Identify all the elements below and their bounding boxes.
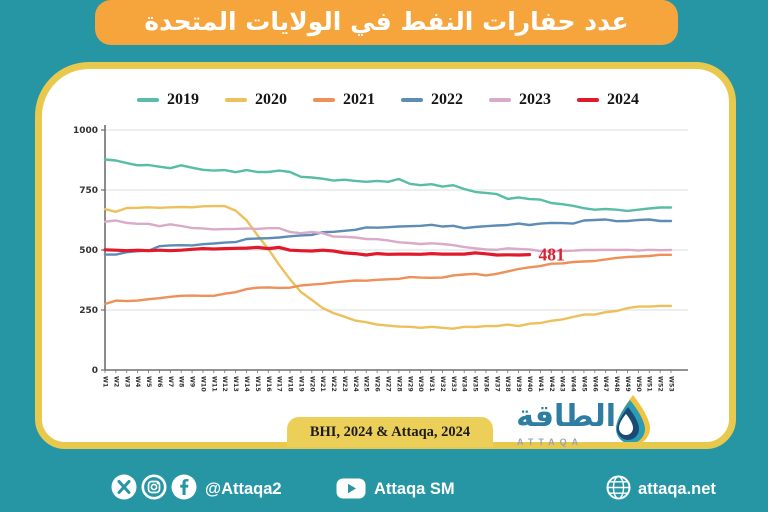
legend-swatch-2024 <box>577 98 599 102</box>
source-label: BHI, 2024 & Attaqa, 2024 <box>309 423 471 440</box>
legend-swatch-2023 <box>489 98 511 102</box>
legend-label: 2021 <box>343 91 375 108</box>
logo-droplet-icon <box>616 395 650 442</box>
website-url: attaqa.net <box>638 480 716 498</box>
source-chip: BHI, 2024 & Attaqa, 2024 <box>287 417 493 447</box>
facebook-icon <box>171 474 197 500</box>
x-icon <box>111 474 137 500</box>
title-banner: عدد حفارات النفط في الولايات المتحدة <box>95 0 678 45</box>
legend-item-2023: 2023 <box>489 91 551 109</box>
chart-card <box>35 62 736 449</box>
page-title: عدد حفارات النفط في الولايات المتحدة <box>144 7 629 36</box>
legend-item-2021: 2021 <box>313 91 375 109</box>
legend-label: 2019 <box>167 91 199 108</box>
legend-item-2022: 2022 <box>401 91 463 109</box>
legend-swatch-2020 <box>225 98 247 102</box>
youtube-handle: Attaqa SM <box>374 480 455 498</box>
legend-label: 2020 <box>255 91 287 108</box>
globe-icon <box>606 475 631 500</box>
youtube-icon <box>336 478 366 499</box>
attaqa-logo-latin: ATTAQA <box>517 437 584 447</box>
chart-legend: 2019 2020 2021 2022 2023 2024 <box>105 88 671 112</box>
social-handle: @Attaqa2 <box>205 480 282 498</box>
legend-item-2020: 2020 <box>225 91 287 109</box>
legend-item-2024: 2024 <box>577 91 639 109</box>
legend-item-2019: 2019 <box>137 91 199 109</box>
legend-swatch-2021 <box>313 98 335 102</box>
legend-label: 2024 <box>607 91 639 108</box>
legend-label: 2022 <box>431 91 463 108</box>
legend-swatch-2022 <box>401 98 423 102</box>
attaqa-logo-arabic: الطاقة <box>516 399 616 434</box>
legend-swatch-2019 <box>137 98 159 102</box>
instagram-icon <box>141 474 167 500</box>
legend-label: 2023 <box>519 91 551 108</box>
